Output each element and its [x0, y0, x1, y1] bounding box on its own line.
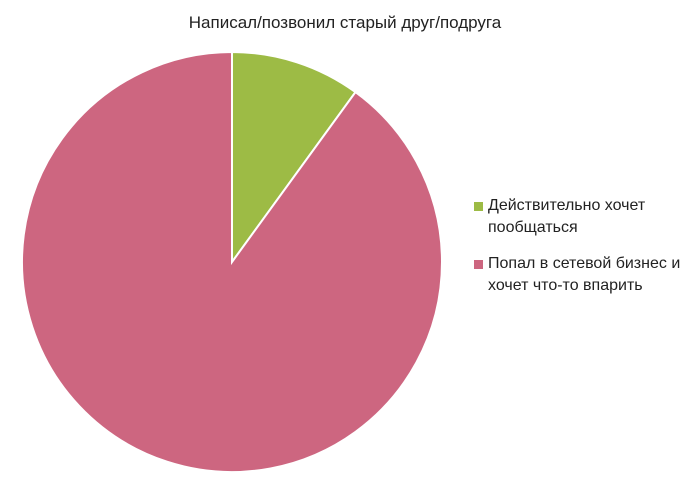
chart-title: Написал/позвонил старый друг/подруга	[189, 13, 502, 32]
legend-label: Действительно хочет пообщаться	[488, 197, 646, 236]
pie-slice	[231, 50, 357, 266]
legend: Действительно хочет пообщаться Попал в се…	[474, 195, 689, 311]
legend-swatch	[474, 260, 483, 269]
pie-slice	[21, 50, 443, 473]
legend-swatch	[474, 202, 483, 211]
legend-item: Попал в сетевой бизнес и хочет что-то вп…	[474, 253, 689, 297]
legend-label: Попал в сетевой бизнес и хочет что-то вп…	[488, 255, 681, 294]
legend-item: Действительно хочет пообщаться	[474, 195, 689, 239]
